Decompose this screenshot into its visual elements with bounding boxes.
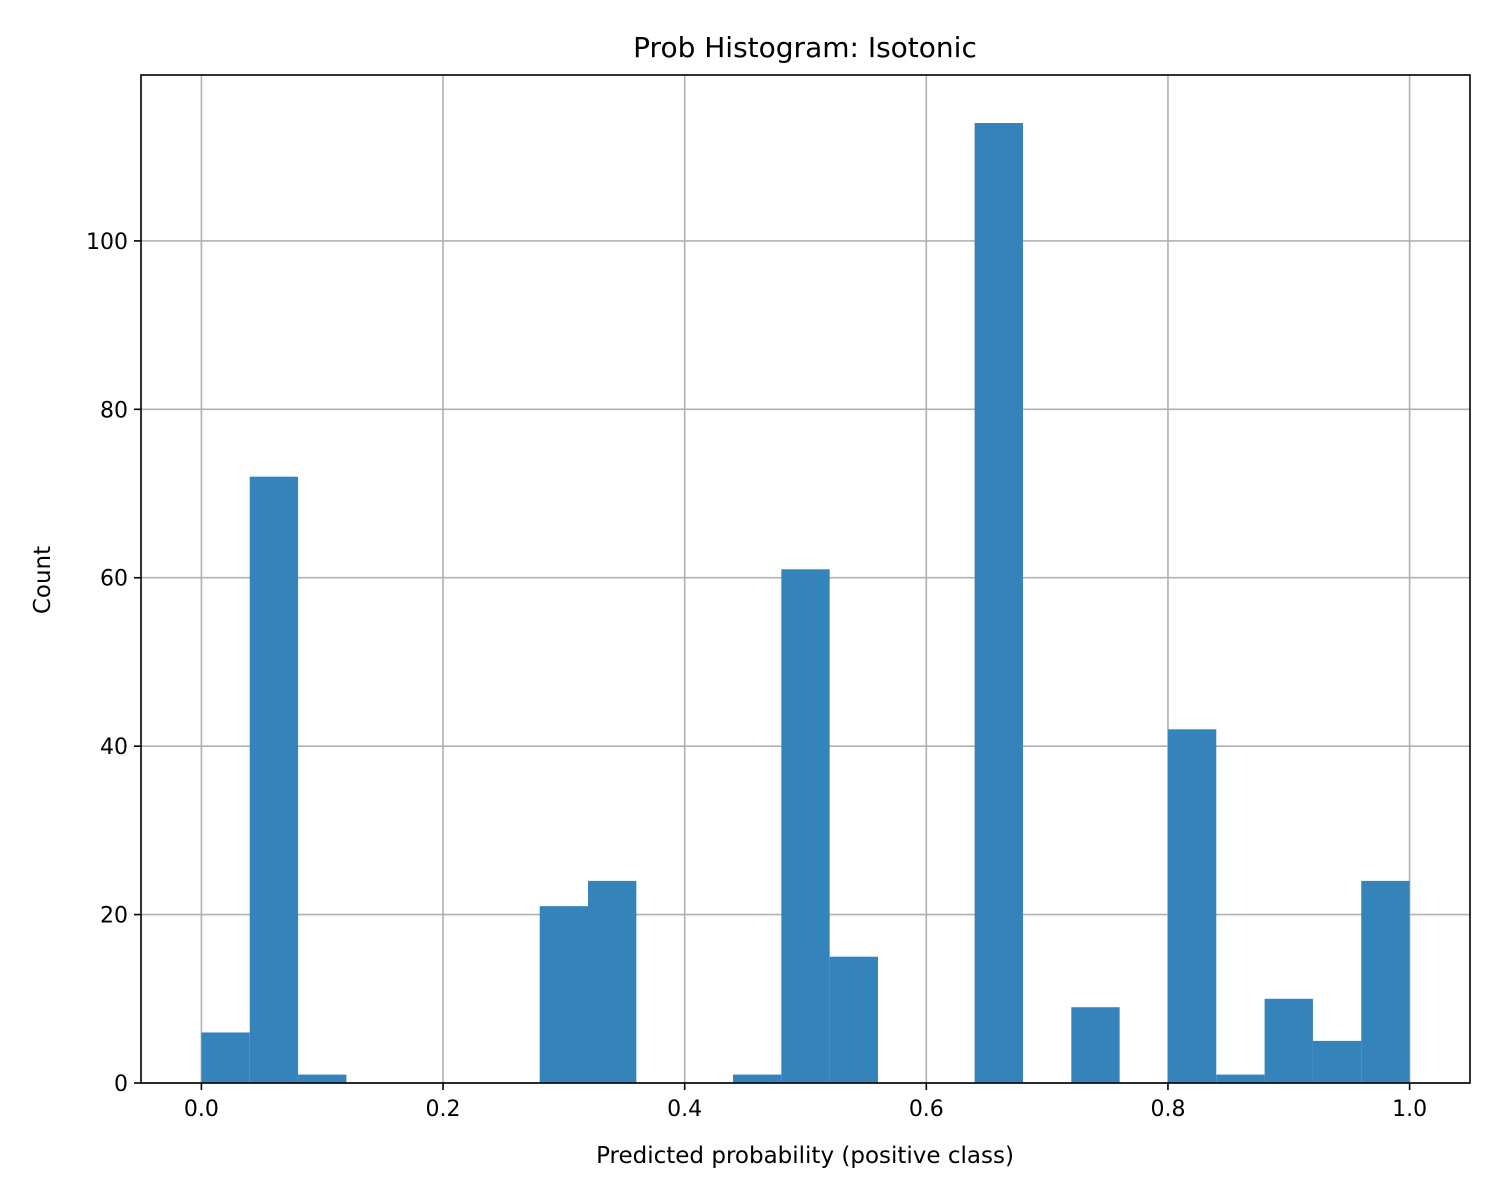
x-axis-label: Predicted probability (positive class) (596, 1143, 1014, 1169)
histogram-bar (201, 1032, 250, 1083)
histogram-bar (733, 1074, 782, 1083)
chart-title: Prob Histogram: Isotonic (633, 31, 977, 64)
histogram-bar (829, 956, 878, 1083)
y-tick-label: 40 (100, 735, 128, 760)
histogram-bar (1361, 880, 1410, 1083)
histogram-bar (539, 906, 589, 1083)
x-tick-label: 0.0 (184, 1097, 219, 1122)
histogram-bar (298, 1074, 347, 1083)
histogram-bars (201, 123, 1410, 1083)
histogram-bar (588, 880, 637, 1083)
histogram-bar (249, 476, 299, 1083)
plot-frame (140, 74, 1471, 1084)
x-axis-ticks: 0.0 0.2 0.4 0.6 0.8 1.0 (184, 1083, 1427, 1122)
x-tick-label: 0.2 (426, 1097, 461, 1122)
histogram-bar (1071, 1007, 1120, 1083)
y-tick-label: 80 (100, 398, 128, 423)
histogram-bar (974, 123, 1023, 1083)
x-tick-label: 1.0 (1392, 1097, 1427, 1122)
histogram-bar (1167, 729, 1217, 1083)
y-tick-label: 20 (100, 904, 128, 929)
y-axis-label: Count (30, 546, 56, 614)
y-axis-ticks: 0 20 40 60 80 100 (86, 230, 141, 1097)
x-tick-label: 0.8 (1150, 1097, 1185, 1122)
histogram-bar (1264, 998, 1313, 1083)
histogram-bar (1216, 1074, 1265, 1083)
y-tick-label: 0 (114, 1072, 128, 1097)
histogram-bar (1312, 1040, 1362, 1083)
y-tick-label: 100 (86, 230, 128, 255)
x-tick-label: 0.4 (667, 1097, 702, 1122)
x-tick-label: 0.6 (909, 1097, 944, 1122)
histogram-bar (781, 569, 830, 1083)
y-tick-label: 60 (100, 567, 128, 592)
